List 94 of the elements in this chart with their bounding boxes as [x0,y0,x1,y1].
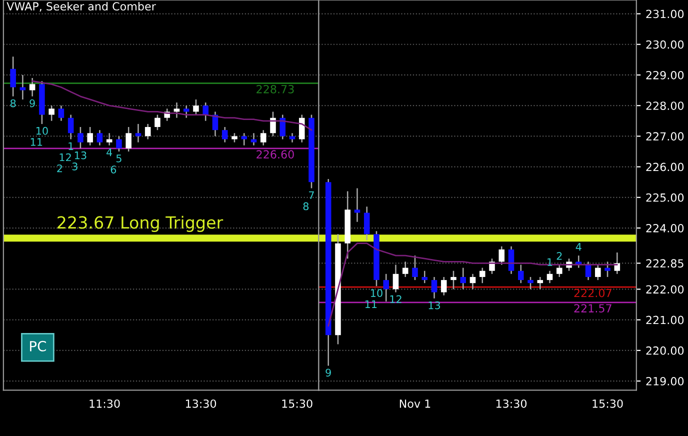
x-tick-label: 15:30 [282,399,312,408]
candlestick [402,261,408,278]
candlestick [470,273,476,290]
chart-title: VWAP, Seeker and Comber [6,2,156,12]
y-tick-label: 222.85 [646,259,684,268]
x-tick-label: Nov 1 [400,400,430,408]
candlestick [68,114,74,140]
candlestick [431,276,438,300]
annotation: 8 [10,99,16,108]
candlestick [116,136,122,152]
candlestick [232,132,238,143]
candlestick [354,188,360,223]
candlestick [250,132,257,146]
candlestick [364,206,370,241]
y-tick-label: 221.00 [646,316,684,324]
candlestick [193,98,199,116]
ref-line-label: 226.60 [256,150,294,159]
ref-line-label: 228.73 [256,84,294,94]
candlestick [222,126,228,143]
candlestick [48,104,54,122]
y-tick-label: 227.00 [646,132,684,141]
y-tick-label: 228.00 [646,102,684,110]
candlestick [392,264,399,293]
candlestick [78,126,84,150]
annotation: 13 [428,301,440,310]
annotation: 7 [309,191,314,199]
x-tick-label: 11:30 [90,399,120,408]
ref-line-label: 223.67 Long Trigger [58,216,224,232]
candlestick [412,254,418,281]
y-tick-label: 219.00 [646,377,684,386]
candlestick [440,276,447,296]
y-tick-label: 230.00 [646,40,684,49]
candlestick [135,123,142,143]
annotation: 4 [106,148,112,156]
candlestick [106,132,112,146]
annotation: PC [30,340,46,352]
annotation: 2 [556,252,562,260]
candlestick [144,123,151,140]
candlestick [528,276,534,290]
candlestick [260,129,266,146]
y-tick-label: 225.00 [646,193,684,202]
candlestick [126,126,132,152]
y-tick-label: 229.00 [646,70,684,80]
annotation: 13 [74,151,86,160]
candlestick [20,74,26,100]
annotation: 9 [30,99,35,108]
annotation: 12 [390,295,402,303]
annotation: 12 [60,153,71,162]
y-tick-label: 222.00 [646,285,684,294]
ref-line-label: 221.57 [574,304,612,313]
ref-line-label: 222.07 [574,288,612,298]
candlestick [183,104,190,118]
x-tick-label: 13:30 [496,399,527,408]
candlestick [604,261,610,278]
candlestick [546,270,553,284]
candlestick [383,273,389,302]
candlestick [556,264,562,278]
candlestick [498,246,505,266]
annotation: 8 [303,202,309,210]
candlestick [298,114,305,143]
annotation: 10 [36,126,48,135]
candlestick [154,114,160,131]
candlestick [450,270,456,290]
candlestick [96,129,103,146]
candlestick [518,264,524,284]
candlestick [10,56,16,98]
x-tick-label: 13:30 [186,399,216,408]
candlestick [58,104,64,122]
y-tick-label: 231.00 [646,10,684,18]
annotation: 3 [72,162,78,170]
candlestick [174,102,180,118]
candlestick [289,132,296,143]
candlestick [270,111,276,137]
y-tick-label: 226.00 [646,162,684,172]
annotation: 10 [370,289,382,297]
candlestick [460,267,466,290]
candlestick [202,102,208,122]
candlestick [87,126,93,146]
annotation: 2 [57,164,62,172]
annotation: 5 [116,154,122,162]
candlestick [595,264,601,281]
y-tick-label: 224.00 [646,224,684,232]
y-tick-label: 220.00 [646,346,684,355]
candlestick [422,270,428,284]
candlestick [537,276,544,290]
annotation: 9 [326,368,331,377]
candlestick [479,267,486,284]
annotation: 6 [110,166,116,174]
annotation: 11 [30,138,42,146]
candlestick [29,77,36,98]
candlestick [241,132,247,146]
x-tick-label: 15:30 [592,399,623,408]
annotation: 4 [576,243,582,251]
candlestick [280,114,286,140]
